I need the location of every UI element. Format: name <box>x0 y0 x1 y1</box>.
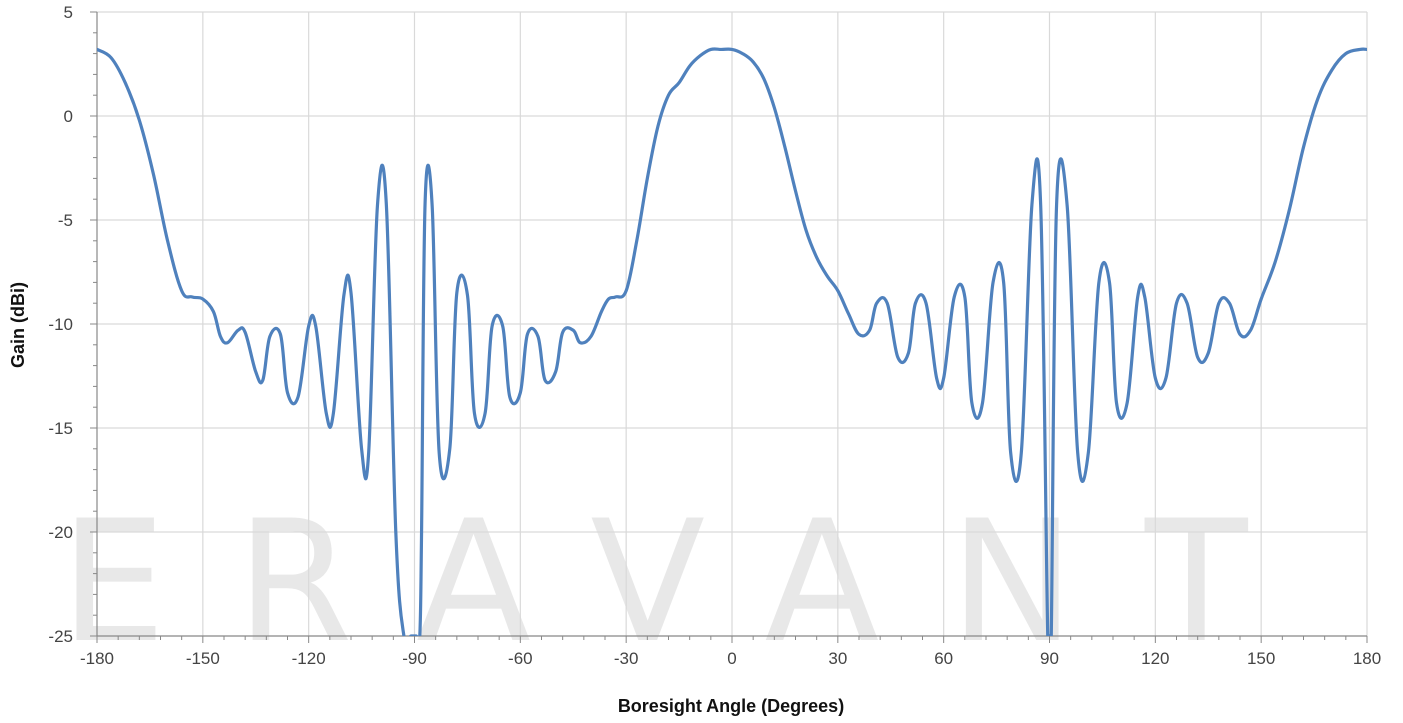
y-tick-label: -5 <box>58 211 73 230</box>
grid-lines <box>97 11 1368 636</box>
x-tick-label: -60 <box>508 649 533 668</box>
x-tick-label: 150 <box>1247 649 1275 668</box>
y-tick-label: -25 <box>48 627 73 646</box>
x-tick-label: -30 <box>614 649 639 668</box>
y-tick-label: 0 <box>64 107 73 126</box>
x-axis-title: Boresight Angle (Degrees) <box>618 696 844 716</box>
x-tick-label: 90 <box>1040 649 1059 668</box>
y-axis-title: Gain (dBi) <box>8 282 28 368</box>
x-tick-label: 30 <box>828 649 847 668</box>
x-tick-label: 120 <box>1141 649 1169 668</box>
y-tick-label: -20 <box>48 523 73 542</box>
eravant-watermark: ERAVANT <box>60 484 1318 680</box>
axes <box>90 11 1368 643</box>
y-tick-label: -15 <box>48 419 73 438</box>
x-tick-label: 60 <box>934 649 953 668</box>
x-tick-label: -180 <box>80 649 114 668</box>
y-tick-label: -10 <box>48 315 73 334</box>
gain-series-line <box>97 47 1367 636</box>
y-tick-label: 5 <box>64 3 73 22</box>
x-tick-label: -150 <box>186 649 220 668</box>
x-tick-label: 180 <box>1353 649 1381 668</box>
x-tick-label: -90 <box>402 649 427 668</box>
y-tick-labels: 5 0 -5 -10 -15 -20 -25 <box>48 3 73 646</box>
x-tick-labels: -180 -150 -120 -90 -60 -30 0 30 60 90 120 150 180 <box>80 649 1381 668</box>
x-tick-label: -120 <box>292 649 326 668</box>
x-tick-label: 0 <box>727 649 736 668</box>
plot-area <box>97 47 1367 636</box>
